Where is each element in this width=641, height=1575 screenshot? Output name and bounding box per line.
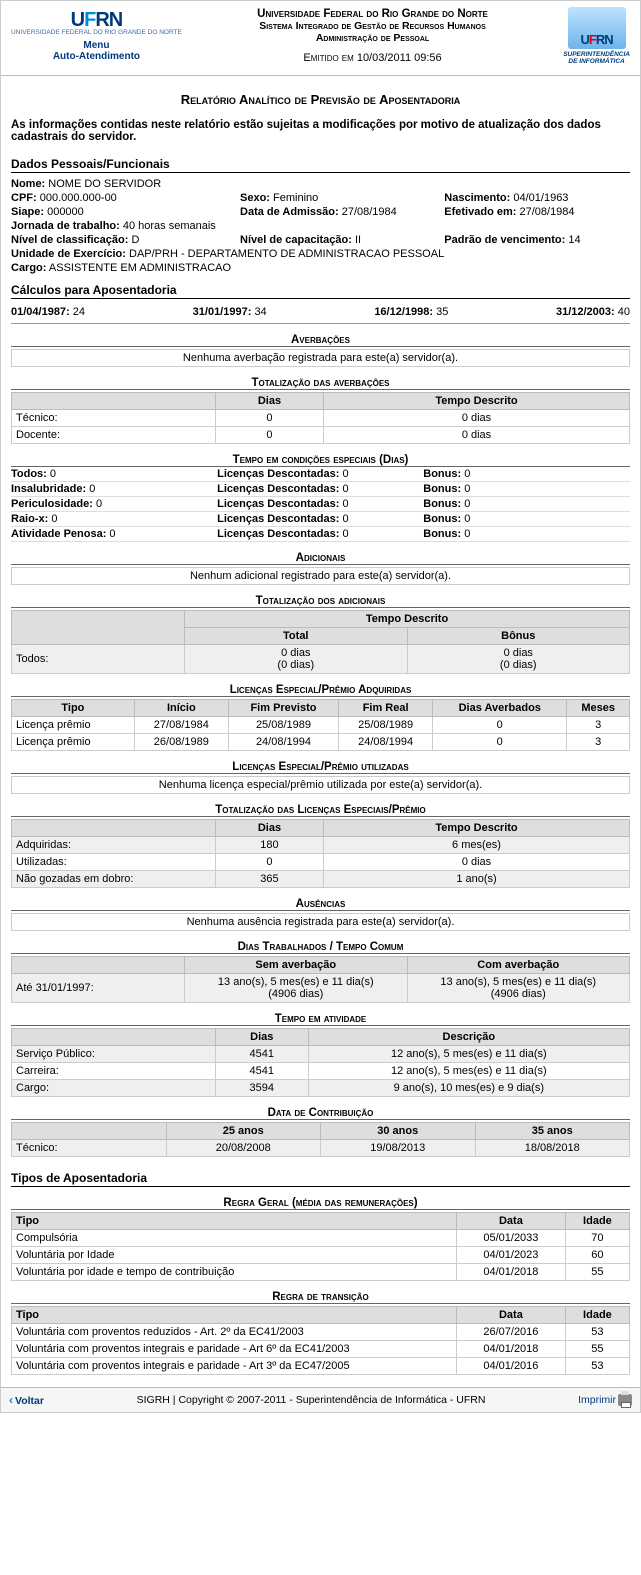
- printer-icon: [618, 1394, 632, 1406]
- field-nascimento: 04/01/1963: [513, 192, 568, 204]
- sec-tempo-ativ: Tempo em atividade: [11, 1013, 630, 1026]
- section-tipos: Tipos de Aposentadoria: [11, 1171, 630, 1187]
- special-row: Periculosidade: 0Licenças Descontadas: 0…: [11, 497, 630, 512]
- field-cpf: 000.000.000-00: [40, 192, 117, 204]
- chevron-left-icon: ‹: [9, 1393, 13, 1407]
- report-title: Relatório Analítico de Previsão de Apose…: [11, 92, 630, 107]
- sec-regra-trans: Regra de transição: [11, 1291, 630, 1304]
- section-calc: Cálculos para Aposentadoria: [11, 283, 630, 299]
- field-unidade: DAP/PRH - DEPARTAMENTO DE ADMINISTRACAO …: [129, 248, 444, 260]
- copyright-text: SIGRH | Copyright © 2007-2011 - Superint…: [137, 1394, 486, 1406]
- header-university: Universidade Federal do Rio Grande do No…: [190, 8, 555, 20]
- sec-special: Tempo em condições especiais (Dias): [11, 454, 630, 467]
- table-regra-trans: TipoDataIdadeVoluntária com proventos re…: [11, 1306, 630, 1375]
- menu-link[interactable]: MenuAuto-Atendimento: [11, 40, 182, 62]
- field-cargo: ASSISTENTE EM ADMINISTRACAO: [49, 262, 231, 274]
- field-siape: 000000: [47, 206, 84, 218]
- table-tot-lic: DiasTempo Descrito Adquiridas:1806 mes(e…: [11, 819, 630, 888]
- print-link[interactable]: Imprimir: [578, 1394, 632, 1406]
- table-tot-averb: DiasTempo Descrito Técnico:00 dias Docen…: [11, 392, 630, 444]
- sec-contrib: Data de Contribuição: [11, 1107, 630, 1120]
- notice-text: As informações contidas neste relatório …: [11, 119, 630, 143]
- adic-msg: Nenhum adicional registrado para este(a)…: [11, 567, 630, 585]
- field-nivel-class: D: [131, 234, 139, 246]
- table-ativ: DiasDescrição Serviço Público:454112 ano…: [11, 1028, 630, 1097]
- sec-dias-trab: Dias Trabalhados / Tempo Comum: [11, 941, 630, 954]
- field-efetivado: 27/08/1984: [519, 206, 574, 218]
- special-row: Atividade Penosa: 0Licenças Descontadas:…: [11, 527, 630, 542]
- sec-ausencias: Ausências: [11, 898, 630, 911]
- aus-msg: Nenhuma ausência registrada para este(a)…: [11, 913, 630, 931]
- table-dias-trab: Sem averbaçãoCom averbação Até 31/01/199…: [11, 956, 630, 1003]
- table-tot-adic: Tempo Descrito TotalBônus Todos: 0 dias(…: [11, 610, 630, 674]
- field-padrao-venc: 14: [568, 234, 580, 246]
- lic-ut-msg: Nenhuma licença especial/prêmio utilizad…: [11, 776, 630, 794]
- sec-tot-adic: Totalização dos adicionais: [11, 595, 630, 608]
- averb-msg: Nenhuma averbação registrada para este(a…: [11, 349, 630, 367]
- field-admissao: 27/08/1984: [342, 206, 397, 218]
- section-dados: Dados Pessoais/Funcionais: [11, 157, 630, 173]
- page-footer: ‹Voltar SIGRH | Copyright © 2007-2011 - …: [1, 1387, 640, 1412]
- back-link[interactable]: ‹Voltar: [9, 1393, 44, 1407]
- sec-adicionais: Adicionais: [11, 552, 630, 565]
- header-admin: Administração de Pessoal: [190, 32, 555, 44]
- special-row: Todos: 0Licenças Descontadas: 0Bonus: 0: [11, 467, 630, 482]
- sec-lic-ut: Licenças Especial/Prêmio utilizadas: [11, 761, 630, 774]
- field-jornada: 40 horas semanais: [123, 220, 216, 232]
- sec-lic-adq: Licenças Especial/Prêmio Adquiridas: [11, 684, 630, 697]
- field-sexo: Feminino: [273, 192, 318, 204]
- table-regra-geral: TipoDataIdadeCompulsória05/01/203370Volu…: [11, 1212, 630, 1281]
- field-nome: NOME DO SERVIDOR: [48, 178, 161, 190]
- table-lic-adq: TipoInícioFim PrevistoFim RealDias Averb…: [11, 699, 630, 751]
- header-system: Sistema Integrado de Gestão de Recursos …: [190, 20, 555, 32]
- sec-tot-lic: Totalização das Licenças Especiais/Prêmi…: [11, 804, 630, 817]
- table-contrib: 25 anos30 anos35 anos Técnico:20/08/2008…: [11, 1122, 630, 1157]
- special-row: Raio-x: 0Licenças Descontadas: 0Bonus: 0: [11, 512, 630, 527]
- logo-right: UFRN SUPERINTENDÊNCIA DE INFORMÁTICA: [563, 7, 630, 65]
- calc-row: 01/04/1987: 24 31/01/1997: 34 16/12/1998…: [11, 303, 630, 324]
- field-nivel-cap: II: [355, 234, 361, 246]
- sec-tot-averb: Totalização das averbações: [11, 377, 630, 390]
- special-row: Insalubridade: 0Licenças Descontadas: 0B…: [11, 482, 630, 497]
- sec-regra-geral: Regra Geral (média das remunerações): [11, 1197, 630, 1210]
- logo-left: UFRN UNIVERSIDADE FEDERAL DO RIO GRANDE …: [11, 11, 182, 62]
- sec-averbacoes: Averbações: [11, 334, 630, 347]
- header-emitted: Emitido em 10/03/2011 09:56: [190, 52, 555, 64]
- page-header: UFRN UNIVERSIDADE FEDERAL DO RIO GRANDE …: [1, 1, 640, 76]
